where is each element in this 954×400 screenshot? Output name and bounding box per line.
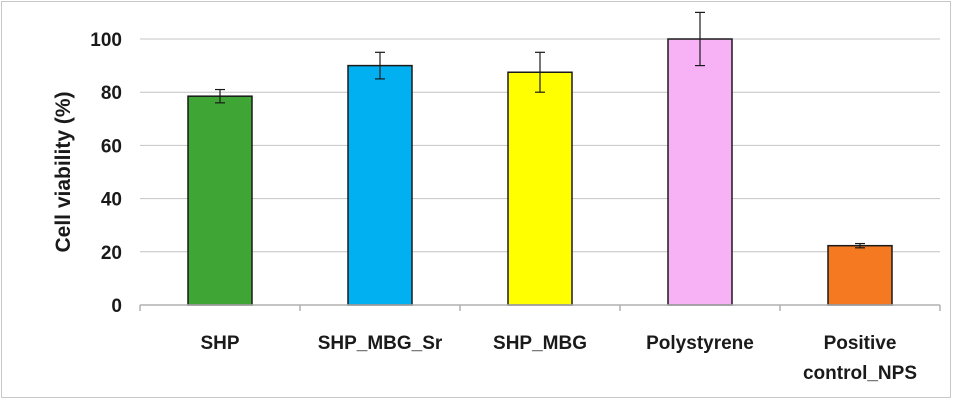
x-category-label: Positive: [824, 333, 897, 354]
error-bar: [695, 11, 705, 67]
error-bar: [375, 51, 385, 80]
error-bar: [855, 242, 865, 249]
x-category-label: SHP_MBG_Sr: [318, 333, 443, 354]
x-category-label: SHP: [200, 333, 239, 354]
x-category-labels: SHP SHP_MBG_Sr SHP_MBG Polystyrene Positive c…: [200, 333, 917, 384]
y-tick-label: 20: [101, 243, 122, 264]
y-tick-label: 60: [101, 136, 122, 157]
bar: [507, 71, 573, 306]
axes: [139, 304, 941, 311]
y-tick-labels: 0 20 40 60 80 100: [90, 30, 122, 317]
y-axis-label: Cell viability (%): [52, 91, 75, 252]
y-tick-label: 100: [90, 30, 122, 51]
y-tick-label: 40: [101, 190, 122, 211]
bar: [827, 244, 893, 306]
error-bars: [215, 11, 865, 249]
bar: [347, 64, 413, 306]
bar: [667, 38, 733, 306]
x-category-label: control_NPS: [803, 363, 917, 384]
error-bar: [535, 51, 545, 93]
y-tick-label: 0: [111, 296, 122, 317]
x-category-label: SHP_MBG: [493, 333, 587, 354]
error-bar: [215, 88, 225, 104]
bars: [187, 38, 893, 306]
y-tick-label: 80: [101, 83, 122, 104]
x-category-label: Polystyrene: [646, 333, 754, 354]
bar: [187, 95, 253, 306]
